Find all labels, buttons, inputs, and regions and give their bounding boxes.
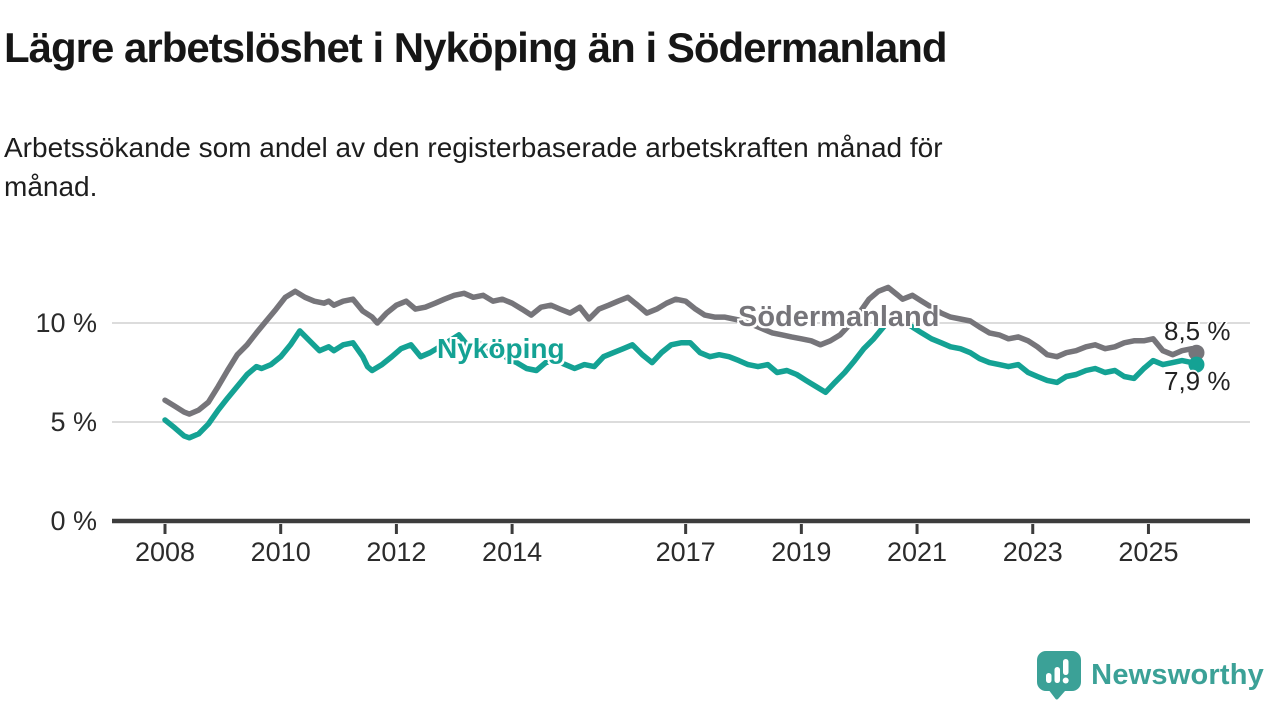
bar-chart-speech-bubble-icon xyxy=(1037,651,1082,700)
nykoping-line xyxy=(162,312,1200,441)
logo-text: Newsworthy xyxy=(1091,658,1264,691)
x-tick-label-2025: 2025 xyxy=(1118,537,1178,567)
sodermanland-end-dot xyxy=(1188,344,1205,361)
x-tick-label-2019: 2019 xyxy=(771,537,831,567)
x-tick-label-2017: 2017 xyxy=(656,537,716,567)
y-tick-label-5: 5 % xyxy=(50,407,97,437)
end-value-nykoping: 7,9 % xyxy=(1164,366,1231,396)
y-tick-label-10: 10 % xyxy=(35,308,97,338)
x-tick-label-2014: 2014 xyxy=(482,537,542,567)
x-tick-label-2012: 2012 xyxy=(366,537,426,567)
sodermanland-line xyxy=(162,284,1200,417)
subtitle-line-2: månad. xyxy=(4,171,98,202)
series-label-sodermanland: Södermanland xyxy=(738,301,940,333)
series-label-nykoping: Nyköping xyxy=(437,333,565,364)
end-value-sodermanland: 8,5 % xyxy=(1164,316,1231,346)
subtitle-line-1: Arbetssökande som andel av den registerb… xyxy=(4,132,943,163)
y-tick-label-0: 0 % xyxy=(50,506,97,536)
page-subtitle: Arbetssökande som andel av den registerb… xyxy=(4,128,943,206)
page-title: Lägre arbetslöshet i Nyköping än i Söder… xyxy=(4,24,948,71)
x-tick-label-2023: 2023 xyxy=(1003,537,1063,567)
nykoping-end-dot xyxy=(1188,356,1205,373)
x-tick-label-2010: 2010 xyxy=(251,537,311,567)
x-tick-label-2021: 2021 xyxy=(887,537,947,567)
newsworthy-logo: Newsworthy xyxy=(1036,650,1264,700)
x-tick-label-2008: 2008 xyxy=(135,537,195,567)
